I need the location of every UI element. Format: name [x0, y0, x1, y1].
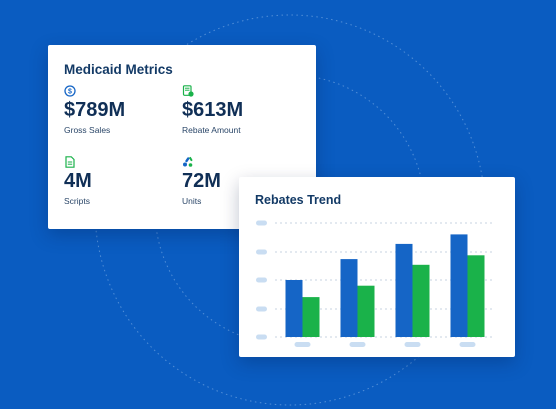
bar	[285, 280, 303, 337]
pills-icon	[183, 156, 193, 167]
x-tick-placeholder	[459, 342, 476, 347]
y-tick-placeholder	[256, 220, 267, 226]
x-tick-placeholder	[294, 342, 311, 347]
metric-value: 72M	[182, 170, 221, 192]
bar	[302, 297, 320, 337]
metric-label: Scripts	[64, 196, 90, 206]
metric-value: $613M	[182, 99, 244, 121]
y-tick-placeholder	[256, 306, 267, 312]
x-tick-placeholder	[404, 342, 421, 347]
bar	[395, 243, 413, 337]
trend-card: Rebates Trend	[239, 177, 515, 357]
trend-title: Rebates Trend	[255, 193, 342, 207]
metric-label: Gross Sales	[64, 125, 111, 135]
metrics-title: Medicaid Metrics	[64, 62, 173, 77]
document-icon	[65, 156, 75, 168]
bar	[340, 259, 358, 337]
svg-text:$: $	[68, 89, 72, 96]
bar	[450, 234, 468, 337]
dollar-circle-icon: $	[64, 85, 76, 97]
y-tick-placeholder	[256, 249, 267, 255]
y-tick-placeholder	[256, 277, 267, 283]
y-tick-placeholder	[256, 334, 267, 340]
metric-label: Units	[182, 196, 202, 206]
x-tick-placeholder	[349, 342, 366, 347]
bar	[412, 264, 430, 337]
metric-label: Rebate Amount	[182, 125, 241, 135]
bar	[357, 285, 375, 337]
rebates-trend-chart	[256, 220, 495, 347]
receipt-icon	[182, 85, 194, 97]
metric-value: $789M	[64, 99, 126, 121]
metric-value: 4M	[64, 170, 92, 192]
bar	[467, 255, 485, 337]
